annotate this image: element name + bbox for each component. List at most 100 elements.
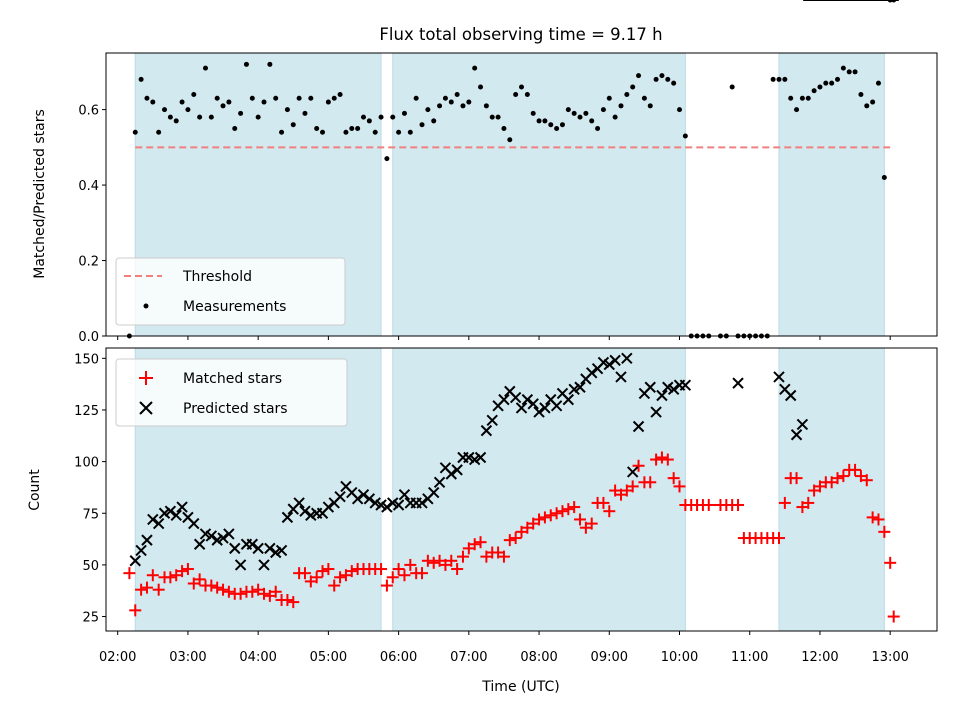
measurement-point <box>799 95 805 101</box>
measurement-point <box>466 99 472 105</box>
measurement-point <box>255 114 261 120</box>
measurement-point <box>396 129 402 135</box>
predicted-star-point <box>550 400 563 412</box>
top-y-axis-label: Matched/Predicted stars <box>32 109 48 279</box>
matched-star-point <box>427 556 440 569</box>
observing-window <box>778 347 885 632</box>
matched-star-point <box>451 563 464 576</box>
matched-legend-swatch <box>139 371 153 385</box>
matched-star-point <box>474 536 487 549</box>
y-tick-label: 75 <box>82 507 99 522</box>
matched-star-point <box>655 451 668 464</box>
measurement-point <box>835 76 841 82</box>
predicted-marker-b <box>205 530 218 542</box>
predicted-marker-b <box>264 542 276 555</box>
measurement-point <box>776 76 782 82</box>
predicted-marker-b <box>363 493 376 505</box>
measurement-point <box>320 129 326 135</box>
measurement-point <box>431 118 437 124</box>
predicted-marker-b <box>170 509 182 522</box>
predicted-marker-b <box>662 381 674 393</box>
matched-star-point <box>222 585 235 598</box>
matched-star-point <box>334 571 347 584</box>
measurement-point <box>197 114 203 120</box>
top-y-axis: 0.0 0.2 0.4 0.6 <box>78 104 106 345</box>
predicted-marker-b <box>556 387 569 400</box>
predicted-marker-b <box>498 393 510 406</box>
measurement-point <box>782 76 788 82</box>
measurement-points <box>126 0 897 339</box>
measurement-point <box>138 76 144 82</box>
x-tick-label: 05:00 <box>310 650 347 665</box>
matched-star-point <box>603 505 616 518</box>
predicted-marker-b <box>445 468 457 480</box>
predicted-marker-b <box>515 402 528 414</box>
measurement-point <box>366 118 372 124</box>
predicted-marker-b <box>351 493 364 505</box>
x-tick-label: 07:00 <box>450 650 487 665</box>
predicted-star-point <box>451 464 463 476</box>
threshold-legend-label: Threshold <box>182 269 252 285</box>
predicted-marker-b <box>667 383 680 396</box>
matched-star-point <box>562 503 575 516</box>
predicted-legend-label: Predicted stars <box>183 401 288 417</box>
predicted-star-point <box>428 486 440 499</box>
predicted-marker-b <box>188 517 200 530</box>
predicted-star-point <box>586 367 598 379</box>
predicted-star-point <box>299 505 311 517</box>
measurement-point <box>279 129 285 135</box>
matched-star-point <box>287 596 300 609</box>
matched-star-point <box>123 567 136 580</box>
measurement-point <box>682 133 688 139</box>
y-tick-label: 0.0 <box>78 330 99 345</box>
matched-star-point <box>732 498 745 511</box>
predicted-marker-b <box>387 497 399 509</box>
predicted-star-point <box>357 488 370 501</box>
measurement-point <box>144 95 150 101</box>
predicted-star-point <box>621 352 633 365</box>
predicted-star-point <box>609 354 621 367</box>
matched-star-point <box>650 453 663 466</box>
y-tick-label: 0.6 <box>78 104 99 119</box>
measurement-point <box>630 84 636 90</box>
predicted-star-point <box>644 381 656 393</box>
predicted-star-point <box>480 424 493 437</box>
measurement-point <box>817 84 823 90</box>
predicted-marker-b <box>223 528 235 540</box>
x-tick-label: 03:00 <box>169 650 206 665</box>
predicted-star-point <box>252 542 264 555</box>
predicted-star-point <box>392 499 405 511</box>
measurement-point <box>483 103 489 109</box>
predicted-marker-b <box>773 371 785 383</box>
measurement-point <box>214 95 220 101</box>
predicted-marker-b <box>428 486 440 499</box>
measurement-point <box>846 69 852 75</box>
predicted-star-point <box>152 517 165 530</box>
predicted-star-point <box>188 517 200 530</box>
matched-star-point <box>456 550 469 563</box>
measurement-point <box>589 118 595 124</box>
observing-window <box>392 52 686 337</box>
predicted-marker-b <box>381 501 393 513</box>
predicted-star-point <box>632 420 645 433</box>
top-plot-frame <box>105 52 938 337</box>
measurement-point <box>665 76 671 82</box>
predicted-star-point <box>129 555 141 567</box>
predicted-marker-b <box>246 538 259 550</box>
predicted-star-point <box>164 505 177 517</box>
matched-legend-label: Matched stars <box>183 371 282 387</box>
predicted-marker-b <box>656 389 668 402</box>
matched-star-point <box>503 534 516 547</box>
matched-star-point <box>380 579 393 592</box>
predicted-star-point <box>603 358 615 371</box>
predicted-star-point <box>650 406 662 418</box>
matched-star-point <box>597 496 610 509</box>
y-tick-label: 0.2 <box>78 255 99 270</box>
predicted-marker-b <box>252 542 264 555</box>
predicted-marker-b <box>574 381 586 393</box>
measurement-point <box>641 95 647 101</box>
predicted-star-point <box>322 501 335 513</box>
predicted-star-point <box>509 391 522 404</box>
measurement-point <box>179 99 185 105</box>
